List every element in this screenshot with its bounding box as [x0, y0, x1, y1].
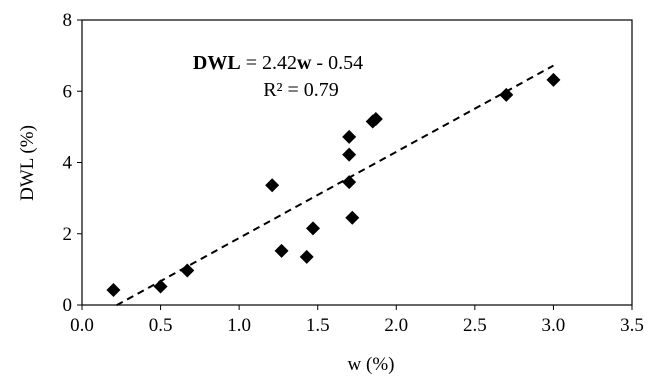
equation-dwl: DWL [193, 52, 241, 74]
x-tick-label: 3.5 [620, 315, 644, 336]
x-tick-label: 3.0 [542, 315, 566, 336]
x-tick-label: 1.5 [306, 315, 330, 336]
x-tick-label: 0.5 [149, 315, 173, 336]
data-points [106, 72, 561, 298]
axes [77, 19, 633, 310]
equation-part-2: - 0.54 [311, 52, 363, 74]
data-point [342, 175, 357, 190]
data-point [499, 87, 514, 102]
data-point [342, 147, 357, 162]
x-tick-label: 1.0 [227, 315, 251, 336]
data-point [274, 243, 289, 258]
x-tick-label: 2.5 [463, 315, 487, 336]
y-tick-label: 8 [63, 10, 73, 31]
data-point [265, 178, 280, 193]
data-point [153, 279, 168, 294]
y-tick-label: 6 [63, 81, 73, 102]
data-point [306, 221, 320, 236]
x-axis-title: w (%) [348, 354, 395, 375]
equation-part-1: = 2.42 [241, 52, 297, 74]
data-point [106, 283, 121, 298]
tick-labels: 0.0 0.5 1.0 1.5 2.0 2.5 3.0 3.5 0 2 4 6 8 [63, 10, 644, 336]
equation-w: w [297, 52, 312, 74]
y-tick-label: 0 [63, 295, 73, 316]
y-tick-label: 2 [63, 224, 73, 245]
y-tick-label: 4 [63, 153, 73, 174]
data-point [368, 112, 383, 127]
r-squared-annotation: R² = 0.79 [263, 79, 339, 101]
data-point [180, 263, 195, 278]
x-tick-label: 2.0 [384, 315, 408, 336]
y-axis-title: DWL (%) [17, 125, 38, 201]
data-point [342, 129, 357, 144]
data-point [299, 249, 314, 264]
x-tick-label: 0.0 [70, 315, 94, 336]
equation-annotation: DWL = 2.42w - 0.54 [193, 52, 363, 74]
data-point [345, 210, 360, 225]
data-point [546, 72, 561, 87]
